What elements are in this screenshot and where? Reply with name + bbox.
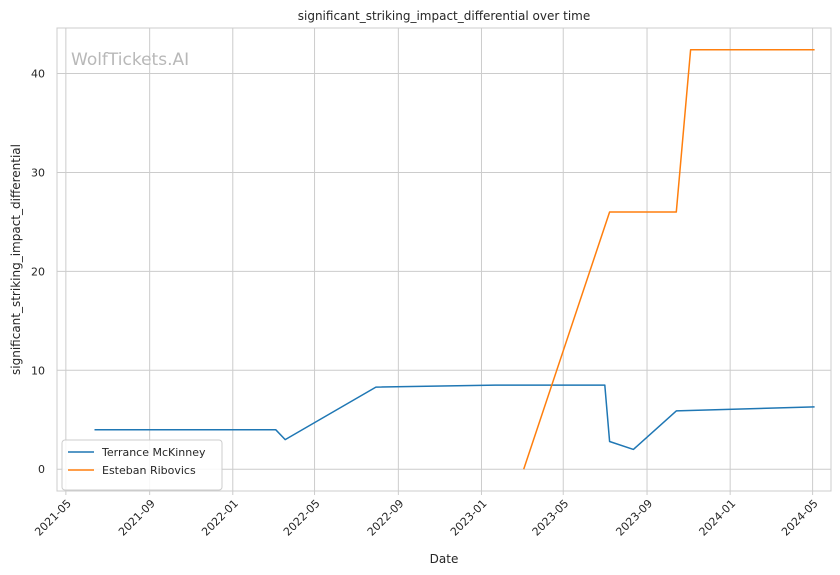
watermark: WolfTickets.AI <box>71 50 189 70</box>
legend-box <box>61 439 223 491</box>
y-tick-label: 20 <box>31 265 45 278</box>
y-axis-label: significant_striking_impact_differential <box>9 144 23 375</box>
y-tick-label: 0 <box>38 463 45 476</box>
chart-title: significant_striking_impact_differential… <box>298 9 590 23</box>
x-axis-label: Date <box>430 552 459 566</box>
y-tick-label: 40 <box>31 68 45 81</box>
legend: Terrance McKinney Esteban Ribovics <box>61 439 223 491</box>
y-tick-label: 10 <box>31 364 45 377</box>
series-line <box>94 384 815 451</box>
series-line <box>522 49 815 470</box>
legend-label: Terrance McKinney <box>101 446 206 459</box>
plot-frame <box>56 27 832 492</box>
legend-label: Esteban Ribovics <box>102 464 196 477</box>
series-layer <box>94 49 815 470</box>
y-tick-label: 30 <box>31 166 45 179</box>
grid <box>57 28 831 491</box>
